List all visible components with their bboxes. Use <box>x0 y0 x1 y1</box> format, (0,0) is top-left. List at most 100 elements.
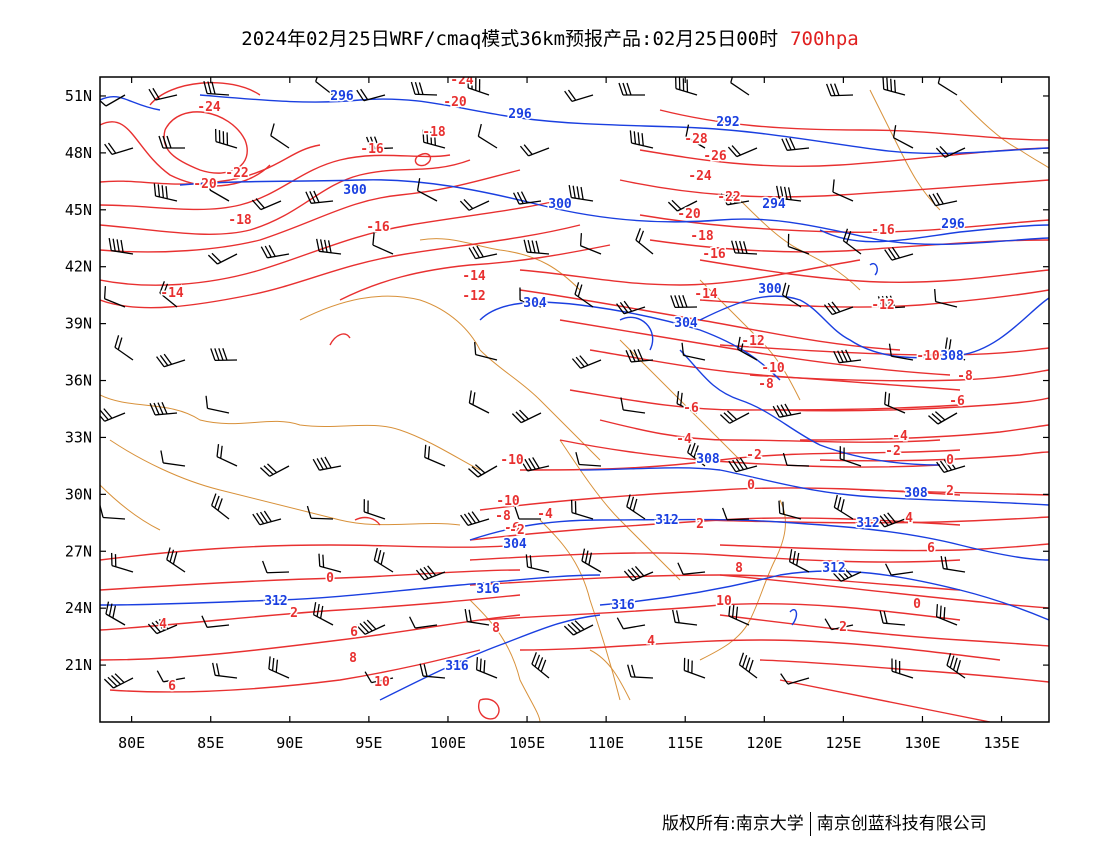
wind-barb <box>877 295 906 309</box>
temperature-label: 8 <box>492 621 500 636</box>
temperature-label: -12 <box>871 298 894 313</box>
wind-barb <box>616 300 646 315</box>
wind-barb <box>635 228 654 255</box>
height-label: 294 <box>762 197 786 212</box>
wind-barb <box>315 77 334 96</box>
wind-barb <box>618 82 645 96</box>
boundary-line <box>479 349 601 461</box>
lon-tick-label: 100E <box>430 734 466 752</box>
temperature-label: -8 <box>495 509 511 524</box>
geopotential-height-isoline <box>199 94 1049 155</box>
wind-barb <box>474 342 498 361</box>
wind-barb <box>888 343 914 361</box>
temperature-label: 0 <box>913 597 921 612</box>
wind-barb <box>468 464 498 478</box>
height-label: 308 <box>940 349 964 364</box>
temperature-isotherm <box>100 199 561 286</box>
wind-barb <box>153 183 178 202</box>
wind-barb <box>467 77 490 96</box>
temperature-isotherm <box>719 344 1049 356</box>
temperature-isotherm <box>749 369 1049 382</box>
lat-tick-label: 27N <box>65 542 92 560</box>
wind-barb <box>687 440 706 467</box>
wind-barb <box>364 671 394 684</box>
wind-barb <box>728 603 750 626</box>
wind-barb <box>207 252 238 265</box>
wind-barb <box>270 123 290 149</box>
wind-barb <box>776 185 802 202</box>
temperature-label: 4 <box>905 511 913 526</box>
wind-barb <box>114 335 134 361</box>
wind-barb <box>365 136 394 150</box>
wind-barb <box>201 615 230 628</box>
wind-barb <box>149 402 178 416</box>
wind-barb <box>571 355 602 369</box>
boundary-line <box>589 649 631 701</box>
wind-barb <box>892 125 914 149</box>
wind-barb <box>720 191 750 206</box>
wind-barb <box>885 563 914 576</box>
temperature-label: -22 <box>225 166 248 181</box>
title-level: 700hpa <box>790 28 859 50</box>
wind-barb <box>787 233 810 255</box>
wind-barb <box>306 505 334 520</box>
temperature-label: -2 <box>885 444 901 459</box>
lon-tick-label: 105E <box>509 734 545 752</box>
wind-barb <box>879 610 906 626</box>
lat-tick-label: 42N <box>65 258 92 276</box>
wind-barb <box>944 337 966 361</box>
wind-barb <box>105 601 126 626</box>
height-label: 296 <box>941 217 965 232</box>
height-label: 304 <box>523 296 547 311</box>
lat-tick-label: 51N <box>65 87 92 105</box>
boundary-line <box>469 599 541 722</box>
wind-barb <box>823 301 854 316</box>
wind-barb <box>782 452 810 467</box>
temperature-label: -18 <box>690 229 714 244</box>
wind-barb <box>575 452 602 467</box>
lon-tick-label: 80E <box>118 734 145 752</box>
temperature-isotherm <box>659 109 1049 141</box>
wind-barb <box>884 247 914 261</box>
temperature-label: 0 <box>946 453 954 468</box>
temperature-label: 6 <box>168 679 176 694</box>
temperature-isotherm <box>100 121 271 187</box>
temperature-isotherm <box>469 552 961 563</box>
wind-barb <box>667 199 698 212</box>
wind-barb <box>251 198 282 211</box>
wind-barb <box>468 245 498 260</box>
temperature-isotherm <box>100 569 521 591</box>
temperature-label: -2 <box>746 448 762 463</box>
wind-barb <box>210 348 238 362</box>
lon-tick-label: 110E <box>588 734 624 752</box>
height-label: 316 <box>445 659 469 674</box>
longitude-axis: 80E 85E 90E 95E 100E 105E 110E 115E 120E 125E 130E… <box>118 77 1020 752</box>
temperature-isotherm <box>100 544 521 561</box>
wind-barb <box>475 657 498 679</box>
wind-barb <box>312 602 334 626</box>
wind-barb <box>520 457 550 472</box>
wind-barb <box>416 178 438 202</box>
temperature-label: -24 <box>450 73 474 88</box>
temperature-isotherm <box>519 639 1001 661</box>
temperature-isotherm <box>100 594 521 631</box>
temperature-isotherm <box>719 574 1049 609</box>
boundary-line <box>299 295 481 351</box>
geopotential-height-isoline <box>469 518 1049 561</box>
wind-barb <box>419 663 446 679</box>
wind-barb <box>214 128 238 149</box>
wind-barb <box>464 608 490 626</box>
temperature-label: -4 <box>537 507 553 522</box>
wind-barb <box>159 281 178 308</box>
copyright-right: 南京创蓝科技有限公司 <box>816 814 987 834</box>
wind-barb <box>525 554 550 573</box>
wind-barb <box>108 237 134 255</box>
wind-barb <box>523 239 550 255</box>
wind-barb <box>677 562 706 575</box>
height-label: 300 <box>343 183 367 198</box>
temperature-label: 10 <box>374 675 390 690</box>
lat-tick-label: 45N <box>65 201 92 219</box>
geopotential-height-isoline <box>479 301 781 381</box>
height-label: 304 <box>674 316 698 331</box>
temperature-label: -4 <box>892 429 908 444</box>
